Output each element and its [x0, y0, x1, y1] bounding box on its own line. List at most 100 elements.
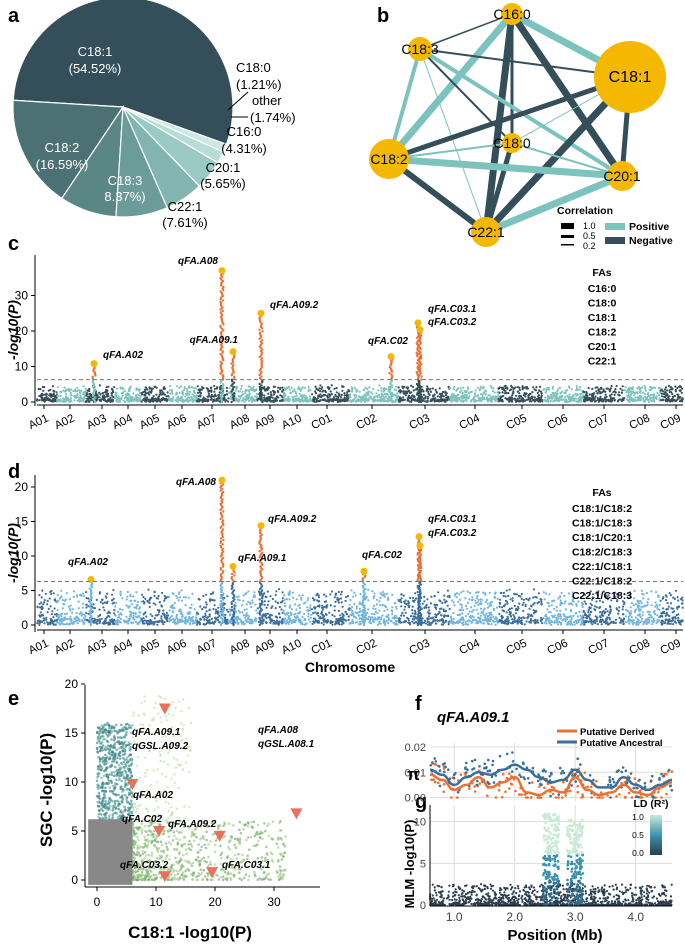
node-label-c182: C18:2	[370, 151, 408, 167]
manhattan-point	[411, 394, 414, 397]
manhattan-point	[314, 611, 317, 614]
edge-C182-C201	[385, 155, 626, 180]
manhattan-point	[326, 396, 329, 399]
manhattan-point	[503, 392, 506, 395]
manhattan-point	[349, 399, 352, 402]
manhattan-point	[422, 390, 425, 393]
manhattan-point	[329, 620, 332, 623]
manhattan-point	[235, 397, 238, 400]
manhattan-point	[518, 392, 521, 395]
manhattan-point	[483, 392, 486, 395]
manhattan-point	[267, 612, 270, 615]
manhattan-point	[279, 394, 282, 397]
manhattan-point	[267, 600, 270, 603]
pie-pct-c201: (5.65%)	[200, 176, 246, 191]
manhattan-point	[216, 386, 219, 389]
manhattan-point	[348, 395, 351, 399]
manhattan-point	[512, 391, 515, 394]
manhattan-point	[103, 391, 107, 394]
manhattan-point	[169, 392, 172, 395]
manhattan-point	[239, 387, 243, 390]
manhattan-point	[312, 612, 315, 615]
manhattan-point	[175, 616, 178, 619]
manhattan-point	[471, 596, 474, 599]
peak-point	[418, 332, 421, 336]
manhattan-point	[38, 606, 42, 609]
manhattan-point	[75, 594, 78, 597]
manhattan-point	[631, 386, 635, 389]
manhattan-point	[316, 611, 319, 615]
manhattan-point	[402, 614, 405, 617]
manhattan-point	[585, 399, 589, 402]
manhattan-point	[279, 601, 282, 604]
manhattan-point	[219, 388, 222, 391]
manhattan-point	[74, 390, 77, 393]
manhattan-point	[138, 620, 141, 623]
manhattan-point	[620, 391, 624, 394]
peak-point	[219, 300, 222, 304]
manhattan-point	[45, 395, 48, 398]
manhattan-point	[286, 620, 289, 623]
manhattan-point	[184, 604, 187, 607]
manhattan-point	[650, 388, 653, 391]
manhattan-point	[300, 596, 303, 599]
peak-point	[233, 375, 236, 378]
manhattan-point	[245, 620, 248, 624]
manhattan-point	[116, 623, 119, 626]
manhattan-point	[352, 622, 355, 625]
manhattan-point	[115, 387, 119, 390]
manhattan-point	[292, 618, 295, 621]
manhattan-point	[512, 387, 515, 390]
manhattan-point	[42, 389, 45, 392]
manhattan-point	[201, 398, 204, 401]
manhattan-point	[235, 616, 238, 619]
manhattan-point	[426, 617, 429, 620]
manhattan-point	[247, 399, 251, 402]
manhattan-point	[117, 395, 120, 398]
manhattan-point	[278, 620, 281, 623]
manhattan-point	[214, 394, 217, 398]
manhattan-point	[374, 395, 377, 398]
manhattan-point	[269, 400, 273, 403]
manhattan-point	[334, 600, 337, 604]
manhattan-point	[569, 397, 572, 400]
manhattan-point	[176, 596, 179, 600]
manhattan-point	[157, 594, 160, 598]
manhattan-point	[197, 395, 200, 398]
manhattan-point	[452, 399, 455, 402]
manhattan-point	[345, 619, 348, 622]
manhattan-point	[197, 388, 200, 392]
manhattan-point	[263, 600, 266, 603]
manhattan-point	[73, 617, 76, 621]
manhattan-point	[151, 615, 154, 618]
manhattan-point	[337, 590, 340, 594]
manhattan-point	[383, 393, 386, 396]
manhattan-point	[351, 390, 354, 393]
manhattan-point	[329, 593, 332, 596]
manhattan-point	[476, 386, 479, 389]
manhattan-point	[475, 608, 478, 611]
manhattan-point	[386, 608, 389, 611]
manhattan-point	[342, 614, 345, 617]
manhattan-point	[164, 399, 167, 402]
manhattan-point	[353, 591, 356, 594]
manhattan-point	[228, 608, 231, 611]
manhattan-point	[172, 396, 175, 399]
manhattan-point	[323, 600, 326, 604]
manhattan-point	[285, 598, 289, 601]
manhattan-point	[440, 614, 443, 617]
manhattan-point	[629, 398, 632, 401]
manhattan-point	[372, 596, 375, 600]
manhattan-point	[54, 619, 57, 622]
manhattan-point	[588, 396, 591, 400]
manhattan-point	[429, 387, 432, 390]
manhattan-point	[594, 395, 597, 398]
manhattan-point	[242, 594, 245, 597]
manhattan-point	[533, 388, 536, 391]
manhattan-point	[159, 391, 162, 394]
manhattan-point	[282, 388, 285, 392]
manhattan-point	[387, 385, 390, 388]
manhattan-point	[248, 385, 251, 388]
manhattan-point	[288, 598, 291, 601]
manhattan-point	[290, 612, 293, 616]
